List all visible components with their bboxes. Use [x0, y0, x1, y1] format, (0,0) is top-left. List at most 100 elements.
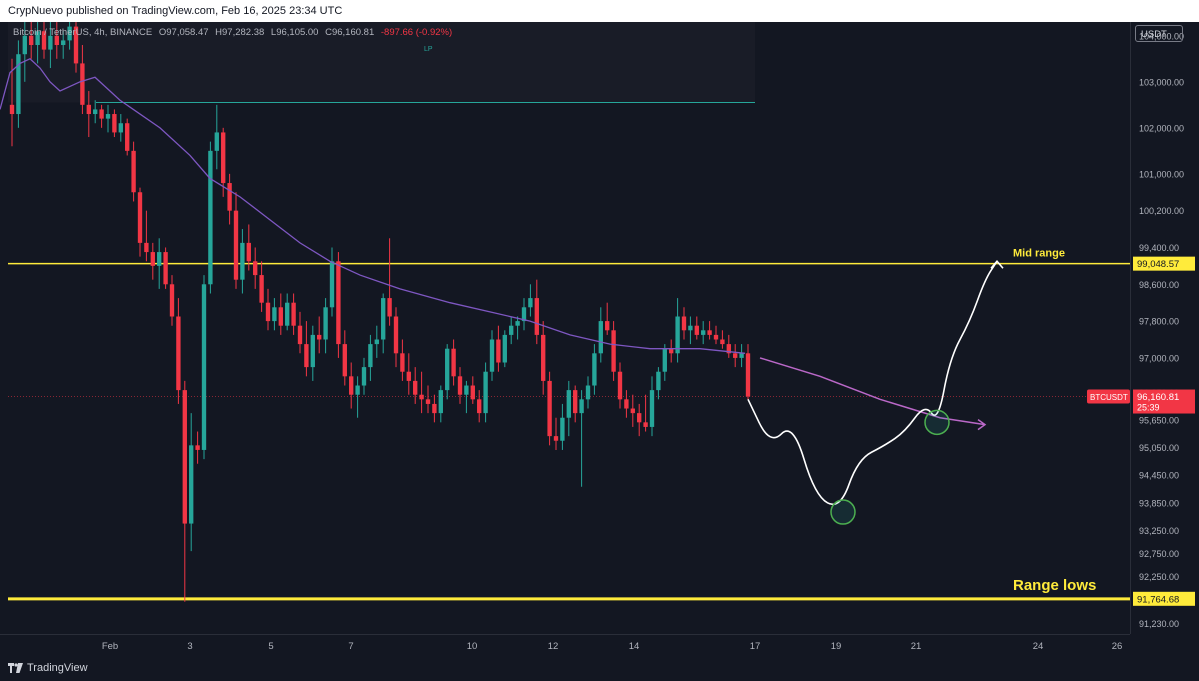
- candle[interactable]: [214, 104, 219, 170]
- candle[interactable]: [163, 247, 168, 289]
- candle[interactable]: [445, 344, 450, 400]
- candle[interactable]: [329, 247, 335, 317]
- candle[interactable]: [560, 403, 565, 450]
- candle[interactable]: [246, 224, 251, 271]
- candle[interactable]: [733, 344, 738, 368]
- candle[interactable]: [86, 91, 91, 138]
- candle[interactable]: [355, 376, 360, 418]
- candle[interactable]: [579, 390, 584, 487]
- candle[interactable]: [477, 390, 482, 423]
- candle[interactable]: [681, 307, 687, 340]
- candle[interactable]: [99, 104, 104, 128]
- candle[interactable]: [361, 357, 367, 395]
- candle[interactable]: [605, 302, 610, 335]
- candle[interactable]: [125, 118, 130, 156]
- candle[interactable]: [182, 380, 187, 602]
- candle[interactable]: [598, 307, 603, 363]
- candle[interactable]: [592, 344, 597, 395]
- candle[interactable]: [349, 362, 354, 409]
- candle[interactable]: [713, 325, 719, 345]
- candle[interactable]: [496, 325, 501, 372]
- candle[interactable]: [323, 298, 328, 354]
- time-axis[interactable]: Feb 3 5 7 10 12 14 17 19 21 24 26: [0, 634, 1130, 656]
- candle[interactable]: [105, 104, 111, 133]
- currency-button[interactable]: USDT: [1135, 25, 1183, 42]
- chart-area[interactable]: Mid range Range lows BTCUSDT: [0, 22, 1130, 634]
- candle[interactable]: [541, 321, 546, 395]
- price-axis[interactable]: 99,048.57 91,764.68 104,000.00 103,000.00 10…: [1130, 22, 1199, 634]
- candle[interactable]: [169, 275, 175, 326]
- candle[interactable]: [662, 344, 667, 381]
- candle[interactable]: [278, 293, 283, 335]
- candle[interactable]: [451, 339, 456, 386]
- candle[interactable]: [611, 321, 616, 381]
- candle[interactable]: [707, 321, 712, 340]
- candle[interactable]: [400, 339, 405, 381]
- candle[interactable]: [630, 394, 635, 427]
- candle[interactable]: [310, 325, 315, 381]
- candle[interactable]: [745, 344, 751, 400]
- candle[interactable]: [137, 187, 143, 257]
- legend-symbol[interactable]: Bitcoin / TetherUS, 4h, BINANCE: [13, 27, 153, 38]
- candle[interactable]: [432, 394, 437, 423]
- candle[interactable]: [80, 45, 85, 115]
- candle[interactable]: [227, 173, 232, 225]
- candle[interactable]: [425, 385, 431, 414]
- candle[interactable]: [675, 298, 680, 363]
- candle[interactable]: [291, 293, 296, 335]
- candle[interactable]: [304, 321, 309, 377]
- candle[interactable]: [157, 238, 162, 289]
- candle[interactable]: [502, 330, 507, 368]
- candle[interactable]: [189, 413, 194, 552]
- candle[interactable]: [637, 403, 642, 437]
- candle[interactable]: [566, 380, 571, 437]
- candle[interactable]: [464, 380, 469, 414]
- candle[interactable]: [54, 22, 59, 59]
- candle[interactable]: [336, 252, 341, 358]
- candle[interactable]: [694, 316, 699, 340]
- candle[interactable]: [509, 316, 514, 345]
- candle[interactable]: [585, 376, 591, 409]
- candle[interactable]: [720, 330, 725, 349]
- candle[interactable]: [259, 261, 264, 312]
- candle[interactable]: [93, 100, 98, 124]
- candle[interactable]: [208, 141, 213, 294]
- candle[interactable]: [144, 210, 149, 262]
- candle[interactable]: [643, 394, 648, 432]
- candle[interactable]: [438, 385, 443, 423]
- candle[interactable]: [342, 330, 347, 386]
- candle[interactable]: [272, 298, 277, 331]
- candle[interactable]: [528, 284, 533, 317]
- candle[interactable]: [368, 334, 373, 381]
- candle[interactable]: [29, 22, 34, 59]
- candle[interactable]: [150, 242, 155, 280]
- candle[interactable]: [547, 371, 552, 446]
- candle[interactable]: [16, 40, 21, 128]
- candle[interactable]: [240, 229, 245, 294]
- candle[interactable]: [457, 367, 463, 404]
- highlight-circle[interactable]: [924, 409, 950, 436]
- candle[interactable]: [112, 109, 117, 138]
- candle[interactable]: [617, 362, 623, 409]
- candle[interactable]: [406, 353, 411, 395]
- candle[interactable]: [233, 192, 239, 289]
- candle[interactable]: [285, 293, 290, 331]
- candle[interactable]: [470, 376, 475, 404]
- candle[interactable]: [726, 334, 731, 358]
- highlight-circle[interactable]: [830, 499, 856, 525]
- candle[interactable]: [413, 367, 418, 404]
- candle[interactable]: [649, 376, 655, 437]
- candle[interactable]: [701, 321, 706, 345]
- candle[interactable]: [419, 371, 424, 414]
- candle[interactable]: [221, 127, 226, 197]
- candle[interactable]: [61, 31, 66, 59]
- candle[interactable]: [656, 367, 661, 400]
- candle[interactable]: [73, 22, 79, 73]
- candle[interactable]: [515, 316, 520, 340]
- candle[interactable]: [534, 279, 539, 345]
- candle[interactable]: [573, 385, 578, 423]
- candle[interactable]: [253, 247, 258, 289]
- candle[interactable]: [553, 417, 559, 450]
- candle[interactable]: [489, 330, 495, 381]
- candle[interactable]: [176, 298, 181, 404]
